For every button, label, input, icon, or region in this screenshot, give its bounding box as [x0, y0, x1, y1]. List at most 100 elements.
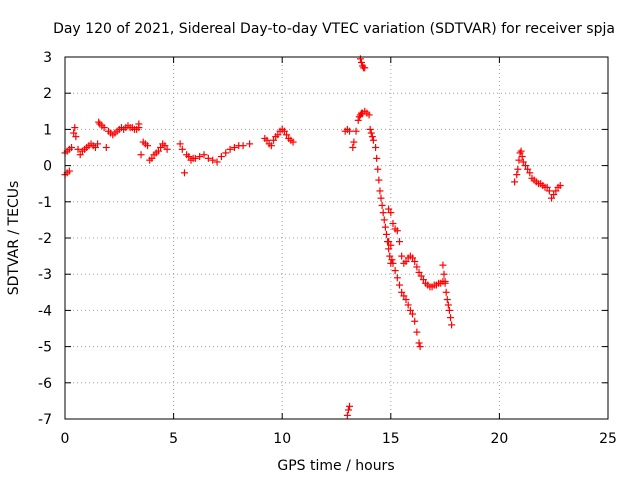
- data-point: [411, 258, 419, 266]
- y-tick-label: -3: [38, 267, 52, 283]
- data-point: [439, 261, 447, 269]
- data-point: [526, 169, 534, 177]
- data-point: [74, 145, 82, 153]
- data-point: [267, 142, 275, 150]
- data-point: [76, 151, 84, 159]
- data-point: [350, 138, 358, 146]
- x-tick-label: 5: [169, 431, 178, 447]
- data-point: [283, 131, 291, 139]
- data-point: [442, 288, 450, 296]
- data-point: [545, 187, 553, 195]
- y-axis-label: SDTVAR / TECUs: [6, 181, 22, 296]
- data-point: [157, 144, 165, 151]
- data-point: [378, 201, 386, 209]
- data-point: [368, 133, 376, 141]
- y-tick-label: 3: [43, 50, 52, 66]
- data-point: [191, 154, 199, 162]
- data-point: [402, 258, 410, 266]
- data-point: [95, 118, 103, 126]
- data-point: [444, 301, 452, 309]
- data-point: [389, 220, 397, 228]
- data-point: [417, 272, 425, 280]
- plot-frame: [64, 56, 609, 420]
- x-tick-label: 15: [382, 431, 400, 447]
- data-point: [406, 306, 414, 314]
- data-point: [163, 145, 171, 153]
- data-point: [365, 111, 373, 119]
- data-point: [517, 147, 525, 155]
- data-point: [519, 158, 527, 166]
- data-point: [346, 127, 354, 135]
- x-tick-label: 0: [61, 431, 70, 447]
- data-point: [440, 270, 448, 278]
- data-point: [445, 306, 453, 314]
- data-point: [448, 321, 456, 329]
- data-point: [391, 267, 399, 275]
- data-point: [381, 223, 389, 231]
- data-point: [404, 301, 412, 309]
- data-point: [230, 144, 238, 151]
- data-point: [413, 328, 421, 336]
- data-point: [213, 158, 221, 166]
- data-point: [349, 144, 357, 151]
- data-point: [246, 140, 254, 148]
- data-point: [376, 187, 384, 195]
- data-point: [385, 238, 393, 246]
- x-tick-label: 10: [273, 431, 291, 447]
- data-point: [514, 165, 522, 173]
- data-point: [380, 216, 388, 224]
- data-point: [419, 276, 427, 284]
- data-point: [513, 171, 521, 179]
- data-point: [161, 142, 169, 150]
- data-point: [374, 165, 382, 173]
- data-point: [543, 183, 551, 191]
- data-point: [226, 145, 234, 153]
- data-point: [385, 245, 393, 253]
- data-point: [72, 133, 80, 141]
- data-point: [402, 296, 410, 304]
- data-point: [65, 167, 73, 175]
- data-point: [217, 153, 225, 161]
- chart-title: Day 120 of 2021, Sidereal Day-to-day VTE…: [53, 21, 615, 37]
- data-point: [71, 124, 79, 132]
- data-point: [270, 136, 278, 144]
- y-tick-label: -7: [38, 412, 52, 428]
- data-point: [70, 129, 78, 137]
- y-tick-label: 2: [43, 86, 52, 102]
- data-point: [389, 259, 397, 267]
- data-point: [413, 263, 421, 271]
- data-point: [441, 279, 449, 287]
- data-point: [91, 144, 99, 151]
- data-point: [344, 406, 352, 414]
- data-point: [411, 317, 419, 325]
- data-point: [154, 147, 162, 155]
- data-point: [393, 227, 401, 235]
- data-point: [361, 64, 369, 72]
- grid: [65, 57, 608, 419]
- data-point: [204, 154, 212, 162]
- y-tick-labels: -7 -6 -5 -4 -3 -2 -1 0 1 2 3: [38, 50, 52, 428]
- data-point: [209, 156, 217, 164]
- data-point: [447, 314, 455, 322]
- data-point: [356, 55, 364, 63]
- data-point: [369, 136, 377, 144]
- data-point: [373, 154, 381, 162]
- data-point: [375, 176, 383, 184]
- data-point: [372, 144, 380, 151]
- data-point: [416, 343, 424, 351]
- data-point: [289, 138, 297, 146]
- data-point: [367, 129, 375, 137]
- x-axis-label: GPS time / hours: [277, 458, 394, 474]
- data-point: [144, 142, 152, 150]
- data-point: [518, 153, 526, 161]
- data-point: [521, 162, 529, 170]
- data-point: [409, 254, 417, 262]
- data-point: [400, 292, 408, 300]
- data-point: [263, 136, 271, 144]
- data-point: [222, 149, 230, 157]
- y-tick-label: -6: [38, 376, 52, 392]
- data-point: [379, 209, 387, 217]
- data-point: [395, 238, 403, 246]
- data-point: [366, 125, 374, 133]
